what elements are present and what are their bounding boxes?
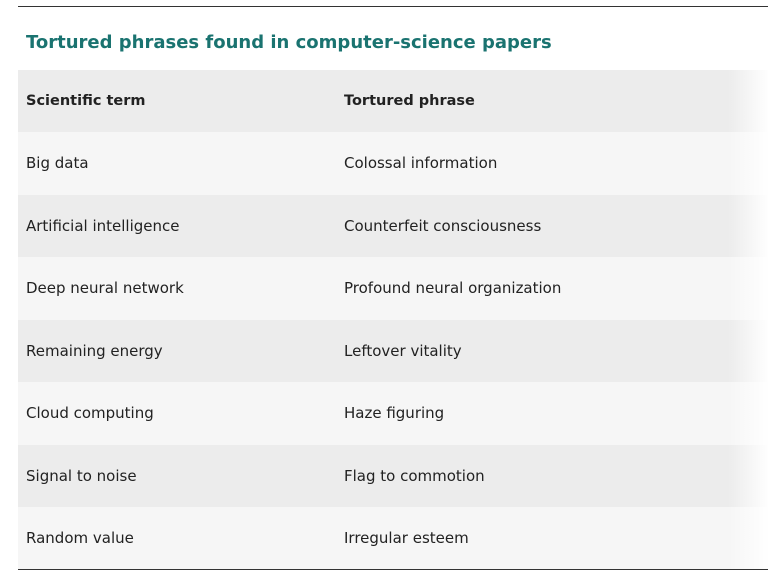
header-row: Scientific term Tortured phrase	[18, 70, 768, 132]
tortured-phrase-cell: Colossal information	[344, 154, 498, 173]
table-row: Random value Irregular esteem	[18, 507, 768, 570]
scientific-term-cell: Artificial intelligence	[26, 216, 180, 235]
table-row: Artificial intelligence Counterfeit cons…	[18, 194, 768, 257]
table-row: Big data Colossal information	[18, 132, 768, 195]
table-container[interactable]: Scientific term Tortured phrase Big data…	[18, 70, 768, 570]
table-row: Deep neural network Profound neural orga…	[18, 257, 768, 320]
scientific-term-cell: Big data	[26, 154, 89, 173]
scientific-term-cell: Cloud computing	[26, 404, 154, 423]
scientific-term-cell: Signal to noise	[26, 466, 137, 485]
top-divider	[18, 6, 768, 7]
tortured-phrase-cell: Counterfeit consciousness	[344, 216, 542, 235]
tortured-phrase-cell: Haze figuring	[344, 404, 445, 423]
header-scientific-term: Scientific term	[26, 93, 146, 109]
bottom-divider	[18, 569, 768, 570]
tortured-phrase-cell: Irregular esteem	[344, 529, 469, 548]
scientific-term-cell: Deep neural network	[26, 279, 184, 298]
table-row: Remaining energy Leftover vitality	[18, 319, 768, 382]
tortured-phrase-cell: Flag to commotion	[344, 466, 485, 485]
tortured-phrase-cell: Profound neural organization	[344, 279, 562, 298]
tortured-phrases-table: Scientific term Tortured phrase Big data…	[18, 70, 768, 570]
scientific-term-cell: Remaining energy	[26, 341, 163, 360]
table-row: Signal to noise Flag to commotion	[18, 444, 768, 507]
header-tortured-phrase: Tortured phrase	[344, 93, 475, 109]
scientific-term-cell: Random value	[26, 529, 134, 548]
tortured-phrase-cell: Leftover vitality	[344, 341, 462, 360]
table-row: Cloud computing Haze figuring	[18, 382, 768, 445]
table-title: Tortured phrases found in computer-scien…	[26, 32, 552, 53]
